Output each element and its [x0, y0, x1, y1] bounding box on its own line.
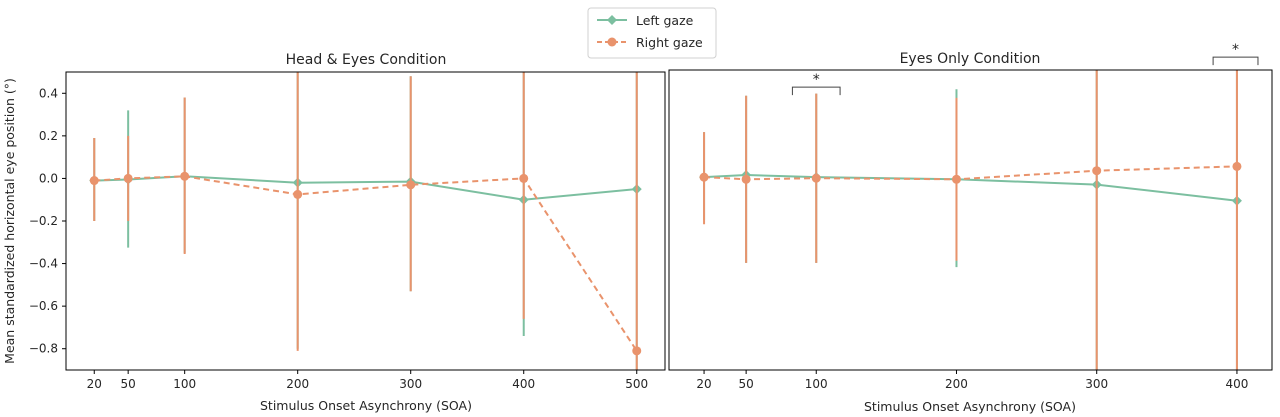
panel-eyes-only: Eyes Only Condition ** 20 50 100 200 300 400 … [668, 42, 1273, 414]
data-point-right-gaze [406, 180, 416, 190]
x-tick-label: 300 [1085, 377, 1108, 391]
series-line-right-gaze [704, 165, 1237, 181]
legend-marker-right-gaze [607, 37, 617, 47]
plot-marks [89, 72, 642, 370]
series-left-gaze [699, 70, 1242, 370]
axis-ticks: 20 50 100 200 300 400 [696, 370, 1248, 391]
x-tick-label: 400 [512, 377, 535, 391]
y-tick-label: −0.6 [29, 299, 58, 313]
data-point-right-gaze [699, 172, 709, 182]
series-left-gaze [89, 72, 642, 370]
data-point-right-gaze [293, 189, 303, 199]
y-axis-label: Mean standardized horizontal eye positio… [2, 78, 17, 364]
y-tick-label: 0.0 [39, 171, 58, 185]
x-tick-label: 200 [286, 377, 309, 391]
x-tick-label: 100 [805, 377, 828, 391]
y-tick-label: 0.2 [39, 129, 58, 143]
legend-label-left-gaze: Left gaze [636, 13, 694, 28]
series-right-gaze [89, 72, 642, 370]
x-tick-label: 200 [945, 377, 968, 391]
plot-frame [668, 69, 1273, 371]
plot-marks: ** [699, 42, 1259, 370]
data-point-right-gaze [89, 176, 99, 186]
data-point-right-gaze [632, 346, 642, 356]
x-tick-label: 50 [738, 377, 753, 391]
y-tick-label: −0.2 [29, 214, 58, 228]
x-tick-label: 400 [1225, 377, 1248, 391]
data-point-right-gaze [180, 171, 190, 181]
x-tick-label: 500 [625, 377, 648, 391]
legend: Left gaze Right gaze [587, 7, 717, 59]
y-tick-label: −0.4 [29, 257, 58, 271]
significance-bracket: * [791, 72, 841, 96]
bracket-line [1212, 56, 1259, 66]
series-line-right-gaze [94, 175, 638, 352]
legend-label-right-gaze: Right gaze [636, 35, 703, 50]
x-tick-label: 20 [696, 377, 711, 391]
legend-entry-left-gaze: Left gaze [597, 13, 694, 28]
bracket-line [791, 86, 841, 96]
axis-ticks: 20 50 100 200 300 400 500 0.4 0.2 0.0 −0.2 −0.4 −0.6… [29, 86, 648, 391]
data-point-right-gaze [123, 173, 133, 183]
data-point-right-gaze [951, 174, 961, 184]
x-tick-label: 50 [121, 377, 136, 391]
data-point-right-gaze [741, 174, 751, 184]
series-line-left-gaze [704, 173, 1238, 202]
data-point-right-gaze [519, 173, 529, 183]
x-axis-label: Stimulus Onset Asynchrony (SOA) [260, 398, 472, 413]
significance-bracket: * [1212, 42, 1259, 66]
significance-label: * [813, 72, 820, 88]
panel-title: Eyes Only Condition [900, 51, 1041, 67]
x-axis-label: Stimulus Onset Asynchrony (SOA) [864, 399, 1076, 414]
data-point-right-gaze [811, 173, 821, 183]
panel-head-eyes: Head & Eyes Condition 20 50 100 200 300 400 50… [2, 52, 666, 413]
panel-title: Head & Eyes Condition [286, 52, 447, 68]
plot-frame [65, 71, 666, 371]
data-point-right-gaze [1232, 161, 1242, 171]
plot-area [699, 70, 1242, 370]
data-point-right-gaze [1092, 166, 1102, 176]
legend-entry-right-gaze: Right gaze [597, 35, 703, 50]
legend-marker-left-gaze [607, 15, 617, 25]
plot-area [89, 72, 642, 370]
y-tick-label: −0.8 [29, 342, 58, 356]
x-tick-label: 300 [399, 377, 422, 391]
y-tick-label: 0.4 [39, 86, 58, 100]
x-tick-label: 20 [87, 377, 102, 391]
series-right-gaze [699, 70, 1242, 370]
x-tick-label: 100 [173, 377, 196, 391]
significance-label: * [1232, 42, 1239, 58]
